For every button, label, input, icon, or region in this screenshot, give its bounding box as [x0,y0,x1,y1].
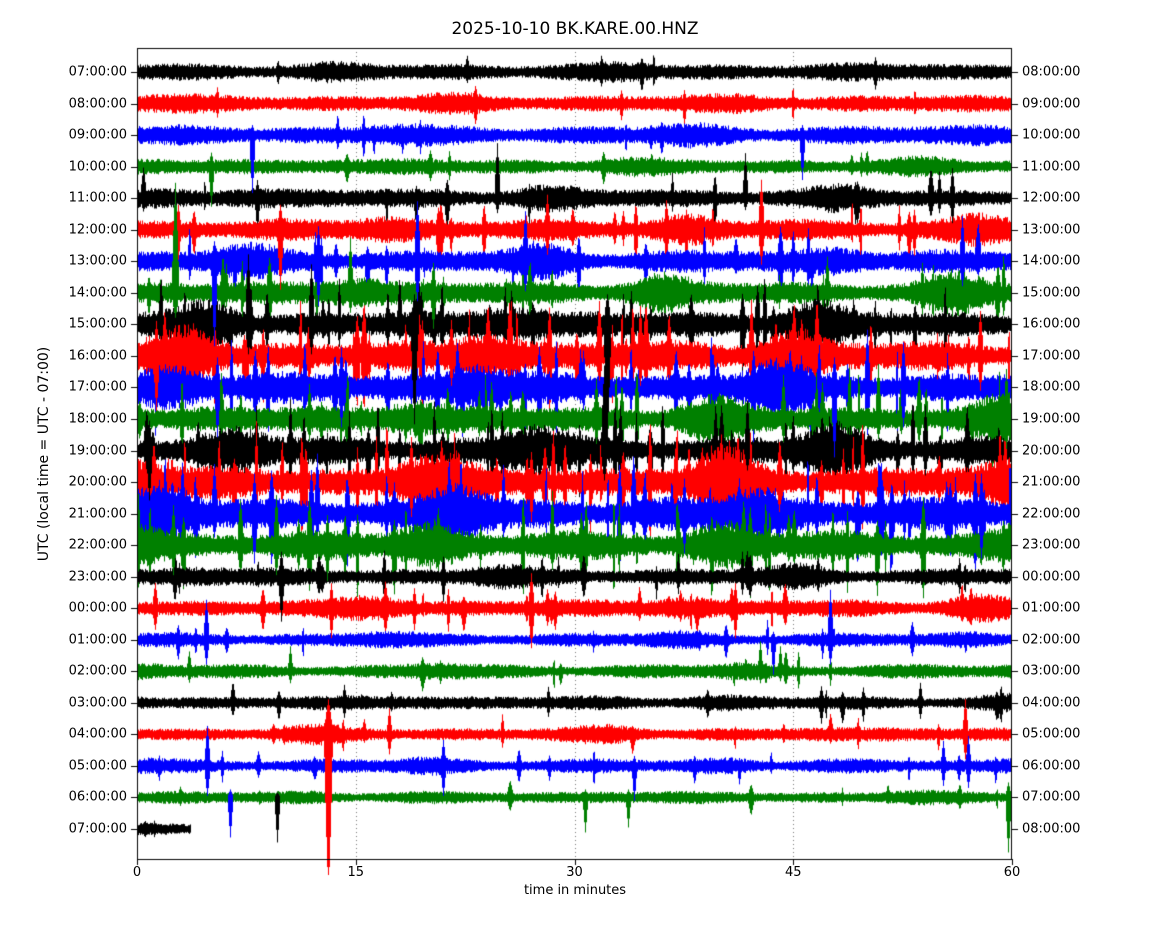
y-tick-label-left: 19:00:00 [68,443,127,458]
y-tick-label-right: 04:00:00 [1022,695,1081,711]
x-tick-label: 0 [132,865,142,880]
y-tick-label-right: 00:00:00 [1022,569,1081,585]
y-tick-label-right: 14:00:00 [1022,253,1081,269]
y-tick-label-left: 23:00:00 [68,569,127,585]
y-tick-label-left: 03:00:00 [68,695,127,711]
y-tick-label-right: 01:00:00 [1022,600,1081,616]
y-tick-label-right: 07:00:00 [1022,789,1081,805]
y-tick-label-right: 08:00:00 [1022,821,1081,837]
y-tick-label-left: 20:00:00 [68,474,127,490]
y-tick-label-left: 22:00:00 [68,537,127,553]
y-tick-label-right: 23:00:00 [1022,537,1081,553]
y-tick-label-left: 01:00:00 [68,632,127,648]
y-tick-label-right: 15:00:00 [1022,285,1081,301]
y-tick-label-left: 05:00:00 [68,758,127,774]
chart-title: 2025-10-10 BK.KARE.00.HNZ [451,19,699,39]
y-tick-label-left: 06:00:00 [68,789,127,805]
y-tick-label-right: 08:00:00 [1022,64,1081,80]
y-tick-label-left: 02:00:00 [68,663,127,679]
y-tick-label-right: 03:00:00 [1022,663,1081,679]
x-tick-label: 30 [566,865,583,880]
y-tick-label-left: 00:00:00 [68,600,127,616]
y-tick-label-right: 13:00:00 [1022,222,1081,238]
y-axis-label: UTC (local time = UTC - 07:00) [36,346,52,562]
y-tick-label-right: 12:00:00 [1022,190,1081,206]
y-tick-label-right: 17:00:00 [1022,348,1081,364]
y-tick-label-left: 04:00:00 [68,726,127,742]
y-tick-label-right: 16:00:00 [1022,316,1081,332]
y-tick-label-right: 05:00:00 [1022,726,1081,742]
y-tick-label-left: 16:00:00 [68,348,127,364]
y-tick-label-right: 21:00:00 [1022,474,1081,490]
x-tick-label: 15 [347,865,365,880]
y-tick-label-left: 21:00:00 [68,506,127,522]
y-tick-label-left: 07:00:00 [68,821,127,837]
y-tick-label-right: 02:00:00 [1022,632,1081,648]
y-tick-label-right: 10:00:00 [1022,127,1081,143]
y-tick-label-left: 13:00:00 [68,253,127,269]
y-tick-label-right: 20:00:00 [1022,443,1081,458]
y-tick-label-left: 10:00:00 [68,159,127,175]
y-tick-label-left: 09:00:00 [68,127,127,143]
y-tick-label-right: 09:00:00 [1022,96,1081,112]
y-tick-label-right: 22:00:00 [1022,506,1081,522]
y-tick-label-left: 14:00:00 [68,285,127,301]
y-tick-label-left: 11:00:00 [68,190,127,206]
y-tick-label-left: 17:00:00 [68,379,127,395]
y-tick-label-right: 18:00:00 [1022,379,1081,395]
x-tick-label: 60 [1003,865,1021,880]
y-tick-label-left: 07:00:00 [68,64,127,80]
y-tick-label-right: 11:00:00 [1022,159,1081,175]
y-tick-label-right: 19:00:00 [1022,411,1081,427]
y-tick-label-left: 15:00:00 [68,316,127,332]
y-tick-label-left: 08:00:00 [68,96,127,112]
x-tick-label: 45 [784,865,802,880]
y-tick-label-right: 06:00:00 [1022,758,1081,774]
y-tick-label-left: 12:00:00 [68,222,127,238]
y-tick-label-left: 18:00:00 [68,411,127,427]
x-axis-label: time in minutes [523,883,627,898]
